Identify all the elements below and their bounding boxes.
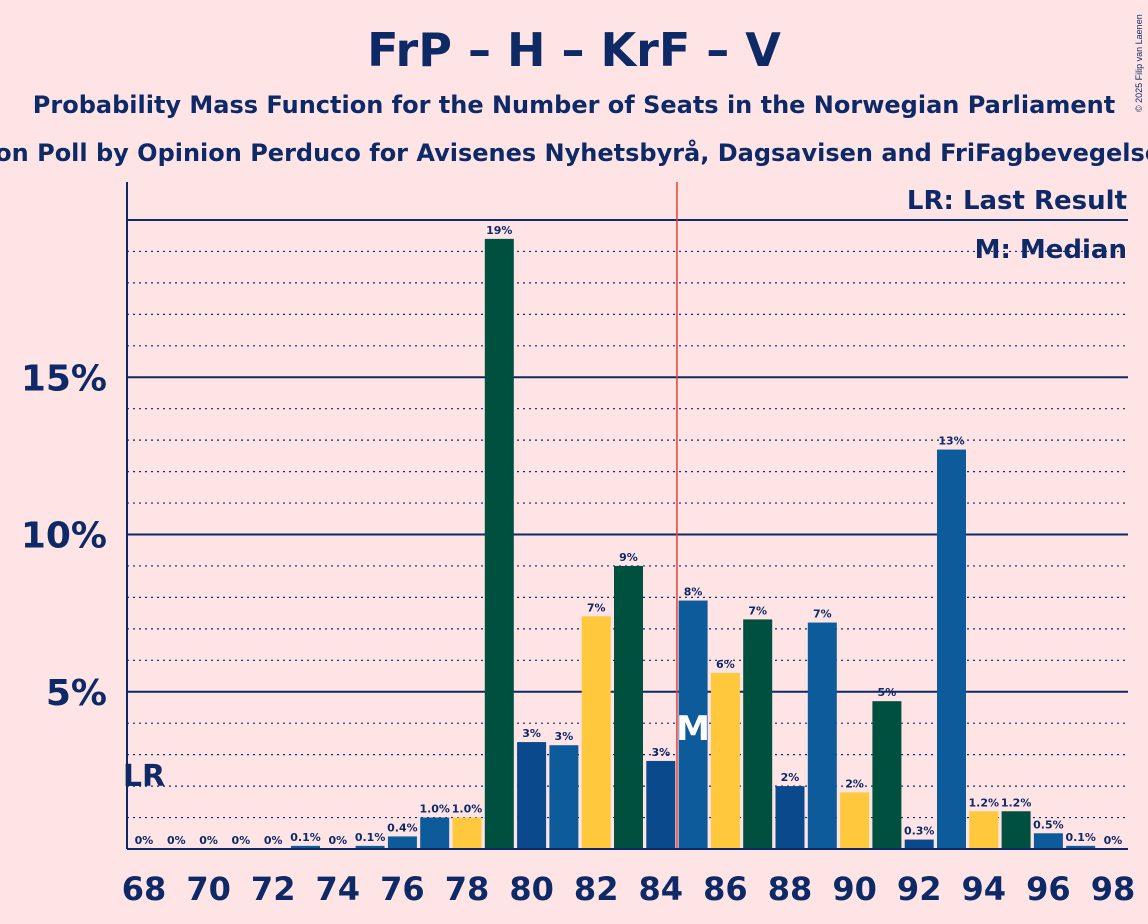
bar-label-69: 0%: [167, 834, 186, 847]
bar-label-82: 7%: [587, 601, 606, 614]
bar-labels-group: 0% 0% 0% 0% 0% 0.1% 0% 0.1%0.4%1.0% 1.0%19%3% 3%7…: [135, 224, 1123, 847]
bar-88: [775, 786, 805, 849]
x-tick-label: 72: [251, 870, 296, 908]
bar-label-86: 6%: [716, 658, 735, 671]
bar-81: [549, 745, 579, 849]
copyright-note: © 2025 Filip van Laenen: [1134, 14, 1144, 112]
bar-76: [387, 836, 417, 849]
bar-77: [420, 817, 450, 849]
chart-subtitle-2: Opinion Poll by Opinion Perduco for Avis…: [0, 138, 1148, 167]
bar-label-71: 0%: [232, 834, 251, 847]
bar-89: [807, 622, 837, 849]
x-tick-label: 76: [380, 870, 425, 908]
bar-75: [355, 845, 385, 849]
bar-80: [517, 742, 547, 849]
bar-label-97: 0.1%: [1065, 831, 1096, 844]
x-tick-label: 98: [1091, 870, 1136, 908]
last-result-marker: LR: [123, 759, 165, 794]
bar-82: [581, 616, 611, 849]
bar-95: [1001, 811, 1031, 849]
bar-label-76: 0.4%: [387, 821, 418, 834]
x-tick-label: 84: [639, 870, 684, 908]
legend-last-result: LR: Last Result: [907, 186, 1127, 216]
bar-label-90: 2%: [845, 777, 864, 790]
y-tick-labels: 5% 10% 15%: [21, 358, 107, 714]
bar-73: [291, 845, 320, 849]
bar-label-96: 0.5%: [1033, 818, 1064, 831]
bar-label-79: 19%: [486, 224, 512, 237]
bar-label-73: 0.1%: [290, 831, 321, 844]
bar-84: [646, 760, 676, 849]
bar-label-93: 13%: [938, 435, 964, 448]
bars-group: [291, 238, 1096, 849]
x-tick-label: 78: [445, 870, 490, 908]
bar-83: [614, 565, 643, 849]
x-tick-label: 96: [1026, 870, 1071, 908]
median-marker: M: [676, 709, 710, 749]
bar-label-83: 9%: [619, 551, 638, 564]
y-tick-label: 10%: [21, 516, 107, 557]
bar-label-84: 3%: [651, 746, 670, 759]
bar-label-74: 0%: [328, 834, 347, 847]
x-tick-label: 70: [186, 870, 231, 908]
bar-label-85: 8%: [684, 586, 703, 599]
chart-title: FrP – H – KrF – V: [367, 23, 781, 77]
bar-label-94: 1.2%: [969, 796, 1000, 809]
bar-85: [678, 600, 708, 849]
bar-label-81: 3%: [555, 730, 574, 743]
bar-label-68: 0%: [135, 834, 154, 847]
y-tick-label: 15%: [21, 358, 107, 399]
legend-median: M: Median: [975, 235, 1127, 265]
bar-91: [872, 701, 902, 849]
bar-87: [743, 619, 773, 849]
bar-label-87: 7%: [748, 604, 767, 617]
bar-86: [710, 672, 740, 849]
x-tick-label: 80: [509, 870, 554, 908]
bar-97: [1066, 845, 1096, 849]
bar-94: [969, 811, 999, 849]
x-tick-label: 86: [703, 870, 748, 908]
y-tick-label: 5%: [46, 673, 107, 714]
bar-label-75: 0.1%: [355, 831, 386, 844]
bar-93: [937, 449, 966, 849]
x-tick-label: 68: [122, 870, 167, 908]
bar-label-72: 0%: [264, 834, 283, 847]
bar-label-78: 1.0%: [452, 803, 483, 816]
x-tick-label: 88: [768, 870, 813, 908]
chart-subtitle: Probability Mass Function for the Number…: [33, 91, 1115, 119]
x-tick-label: 74: [316, 870, 361, 908]
bar-label-92: 0.3%: [904, 825, 935, 838]
bar-label-80: 3%: [522, 727, 541, 740]
bar-label-70: 0%: [199, 834, 218, 847]
bar-92: [904, 839, 934, 849]
bar-label-77: 1.0%: [419, 803, 450, 816]
x-tick-label: 90: [832, 870, 877, 908]
x-tick-label: 92: [897, 870, 942, 908]
bar-79: [484, 238, 514, 849]
x-tick-label: 94: [962, 870, 1007, 908]
bar-78: [452, 817, 482, 849]
bar-label-91: 5%: [878, 686, 897, 699]
bar-label-95: 1.2%: [1001, 796, 1032, 809]
x-tick-label: 82: [574, 870, 619, 908]
bar-label-88: 2%: [781, 771, 800, 784]
bar-96: [1033, 833, 1063, 849]
bar-label-89: 7%: [813, 608, 832, 621]
bar-90: [840, 792, 870, 849]
x-tick-labels: 68 70 72 74 76 78 80 82 84 86 88 90 92 94 96 98: [122, 870, 1136, 908]
bar-label-98: 0%: [1104, 834, 1123, 847]
